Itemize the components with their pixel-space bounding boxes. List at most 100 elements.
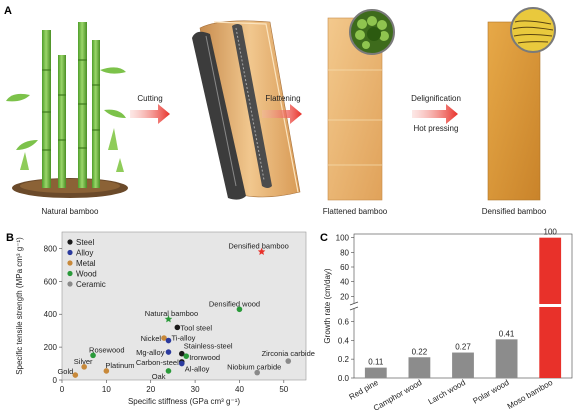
point-label-oak: Oak xyxy=(152,372,166,381)
point-label-al-alloy: Al-alloy xyxy=(185,365,210,374)
bar-larch-wood xyxy=(452,352,474,378)
point-ti-alloy xyxy=(165,337,172,344)
bar-value-label-red-pine: 0.11 xyxy=(368,358,384,367)
point-mg-alloy xyxy=(165,349,172,355)
bar-value-label-polar-wood: 0.41 xyxy=(499,329,515,338)
point-gold xyxy=(72,372,79,378)
densified-bamboo-illustration xyxy=(487,7,556,201)
bar-y-tick-label: 100 xyxy=(336,234,350,243)
point-ironwood xyxy=(183,353,190,359)
legend-label-wood: Wood xyxy=(76,270,97,279)
scatter-x-axis-label: Specific stiffness (GPa cm³ g⁻¹) xyxy=(128,397,240,406)
point-niobium-carbide xyxy=(254,369,260,376)
bar-polar-wood xyxy=(495,339,518,378)
scatter-x-tick-label: 30 xyxy=(191,385,200,394)
panel-b-scatter-chart: B 0 200 400 600 800 0 10 20 30 40 50 Steel Alloy Me… xyxy=(0,228,320,410)
point-label-silver: Silver xyxy=(74,357,93,366)
bar-camphor-wood xyxy=(408,357,431,378)
legend-marker-ceramic xyxy=(67,281,73,287)
point-label-natural-bamboo: Natural bamboo xyxy=(145,309,198,318)
stage-label-densified-bamboo: Densified bamboo xyxy=(482,207,547,216)
point-label-tool-steel: Tool steel xyxy=(180,323,212,332)
bar-y-tick-label: 20 xyxy=(340,292,349,301)
point-label-densified-wood: Densified wood xyxy=(209,299,260,308)
point-label-niobium-carbide: Niobium carbide xyxy=(227,363,281,372)
panel-a-process-illustration: A Natural b xyxy=(4,5,556,216)
point-rosewood xyxy=(90,352,96,359)
scatter-y-tick-label: 200 xyxy=(44,343,58,352)
bar-y-tick-label: 0.2 xyxy=(338,355,350,364)
bar-value-label-camphor-wood: 0.22 xyxy=(412,347,428,356)
panel-b-label: B xyxy=(6,232,14,244)
point-label-platinum: Platinum xyxy=(105,361,134,370)
arrow-delignification xyxy=(412,104,458,124)
step-label-cutting: Cutting xyxy=(137,94,162,103)
bar-value-label-larch-wood: 0.27 xyxy=(455,343,471,352)
scatter-y-tick-label: 400 xyxy=(44,310,58,319)
stage-label-natural-bamboo: Natural bamboo xyxy=(42,207,99,216)
bar-category-label-moso-bamboo: Moso bamboo xyxy=(506,378,555,410)
point-nickel xyxy=(161,335,167,341)
bar-category-label-larch-wood: Larch wood xyxy=(427,378,467,406)
scatter-x-tick-label: 50 xyxy=(279,385,288,394)
point-label-rosewood: Rosewood xyxy=(89,345,124,354)
bar-moso-bamboo xyxy=(538,237,563,378)
bar-y-axis-label: Growth rate (cm/day) xyxy=(323,268,332,343)
scatter-y-tick-label: 800 xyxy=(44,244,58,253)
point-label-mg-alloy: Mg-alloy xyxy=(136,348,165,357)
legend-marker-metal xyxy=(67,260,73,266)
bar-red-pine xyxy=(364,367,387,378)
point-zirconia-carbide xyxy=(285,358,292,364)
step-label-flattening: Flattening xyxy=(265,94,300,103)
legend-label-alloy: Alloy xyxy=(76,249,93,258)
natural-bamboo-illustration xyxy=(6,22,128,198)
bar-y-tick-label: 0.0 xyxy=(338,374,350,383)
point-label-gold: Gold xyxy=(57,367,73,376)
point-label-nickel: Nickel xyxy=(141,334,162,343)
panel-c-bar-chart: C 0.0 0.2 0.4 0.6 20 40 60 80 100 0.11 0.22 0.27 0.… xyxy=(320,228,581,410)
bar-category-label-red-pine: Red pine xyxy=(348,378,381,402)
stage-label-flattened-bamboo: Flattened bamboo xyxy=(323,207,388,216)
scatter-y-tick-label: 600 xyxy=(44,277,58,286)
axis-break-marks xyxy=(349,301,359,311)
bar-y-tick-label: 80 xyxy=(340,248,349,257)
legend-label-ceramic: Ceramic xyxy=(76,280,106,289)
cut-bamboo-shell-illustration xyxy=(192,20,301,200)
point-stainless-steel xyxy=(178,350,185,357)
scatter-x-tick-label: 10 xyxy=(102,385,111,394)
arrow-flattening xyxy=(262,104,302,124)
step-label-hot-pressing: Hot pressing xyxy=(414,124,459,133)
bar-y-tick-label: 60 xyxy=(340,263,349,272)
point-label-zirconia-carbide: Zirconia carbide xyxy=(262,349,315,358)
bar-value-label-moso-bamboo: 100 xyxy=(544,228,558,237)
bar-y-tick-label: 0.4 xyxy=(338,336,350,345)
point-tool-steel xyxy=(174,324,181,331)
scatter-x-tick-label: 0 xyxy=(60,385,65,394)
point-densified-bamboo xyxy=(257,247,266,255)
point-platinum xyxy=(103,368,110,374)
legend-label-metal: Metal xyxy=(76,259,96,268)
arrow-cutting xyxy=(130,104,170,124)
scatter-x-tick-label: 40 xyxy=(235,385,244,394)
legend-marker-wood xyxy=(67,270,73,277)
bar-y-tick-label: 40 xyxy=(340,278,349,287)
step-label-delignification: Delignification xyxy=(411,94,461,103)
point-natural-bamboo xyxy=(164,315,173,323)
bar-category-label-polar-wood: Polar wood xyxy=(471,378,510,406)
point-silver xyxy=(81,364,87,370)
point-label-ti-alloy: Ti-alloy xyxy=(171,334,195,343)
point-label-ironwood: Ironwood xyxy=(189,353,220,362)
point-oak xyxy=(165,368,172,374)
bar-y-tick-label: 0.6 xyxy=(338,317,350,326)
flattened-bamboo-illustration xyxy=(327,9,395,201)
scatter-x-tick-label: 20 xyxy=(146,385,155,394)
scatter-y-axis-label: Specific tensile strength (MPa cm³ g⁻¹) xyxy=(15,237,24,375)
bar-category-label-camphor-wood: Camphor wood xyxy=(372,378,423,410)
point-label-stainless-steel: Stainless-steel xyxy=(184,342,233,351)
legend-marker-alloy xyxy=(67,249,73,256)
legend-marker-steel xyxy=(67,239,73,245)
point-al-alloy xyxy=(178,360,185,367)
panel-c-label: C xyxy=(320,232,328,244)
scatter-y-tick-label: 0 xyxy=(53,376,58,385)
legend-label-steel: Steel xyxy=(76,238,94,247)
